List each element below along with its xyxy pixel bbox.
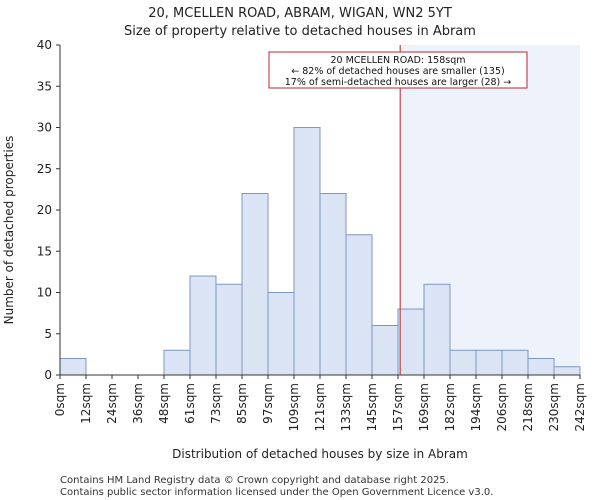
y-tick-label: 40 [37,38,52,52]
bar [319,193,347,376]
bar [241,193,269,376]
bar [449,349,477,376]
bar [371,325,399,376]
bar [163,349,191,376]
y-axis-label: Number of detached properties [2,136,16,325]
bar [267,292,295,376]
footer-line-2: Contains public sector information licen… [60,487,493,498]
y-tick-label: 15 [37,244,52,258]
bar [501,349,529,376]
bar [553,366,581,376]
x-tick-label: 218sqm [521,383,535,431]
bar [345,234,373,376]
y-tick-label: 25 [37,162,52,176]
bar [293,127,321,376]
x-tick-label: 121sqm [313,383,327,431]
x-tick-label: 73sqm [209,383,223,424]
footer-line-1: Contains HM Land Registry data © Crown c… [60,475,449,486]
y-tick-label: 30 [37,121,52,135]
x-tick-label: 48sqm [157,383,171,424]
bar [397,308,425,376]
x-tick-label: 206sqm [495,383,509,431]
bar [527,358,555,376]
y-tick-label: 10 [37,286,52,300]
bar [215,283,243,376]
x-axis-label: Distribution of detached houses by size … [172,447,468,461]
chart-subtitle: Size of property relative to detached ho… [124,24,476,39]
y-tick-label: 0 [44,368,52,382]
plot-area: 0 5 10 15 20 25 30 35 40 0sqm 12sqm 24sqm 36sqm 48sqm… [37,38,587,431]
x-tick-label: 145sqm [365,383,379,431]
chart-title: 20, MCELLEN ROAD, ABRAM, WIGAN, WN2 5YT [148,6,452,21]
x-tick-label: 109sqm [287,383,301,431]
bar [423,283,451,376]
x-tick-label: 97sqm [261,383,275,424]
bar [475,349,503,376]
x-tick-label: 169sqm [417,383,431,431]
x-tick-label: 182sqm [443,383,457,431]
annotation-line-1: 20 MCELLEN ROAD: 158sqm [331,55,466,66]
y-tick-label: 35 [37,79,52,93]
annotation-box [268,51,528,89]
x-tick-label: 194sqm [469,383,483,431]
x-tick-label: 0sqm [53,383,67,416]
x-tick-label: 85sqm [235,383,249,424]
y-tick-label: 5 [44,327,52,341]
x-tick-label: 230sqm [547,383,561,431]
x-tick-label: 61sqm [183,383,197,424]
x-tick-label: 242sqm [573,383,587,431]
bar [189,275,217,376]
annotation-line-3: 17% of semi-detached houses are larger (… [285,77,512,88]
x-tick-label: 36sqm [131,383,145,424]
x-tick-label: 133sqm [339,383,353,431]
bar [59,358,87,376]
y-tick-label: 20 [37,203,52,217]
x-tick-label: 157sqm [391,383,405,431]
annotation-line-2: ← 82% of detached houses are smaller (13… [291,66,504,77]
x-tick-label: 24sqm [105,383,119,424]
x-tick-label: 12sqm [79,383,93,424]
